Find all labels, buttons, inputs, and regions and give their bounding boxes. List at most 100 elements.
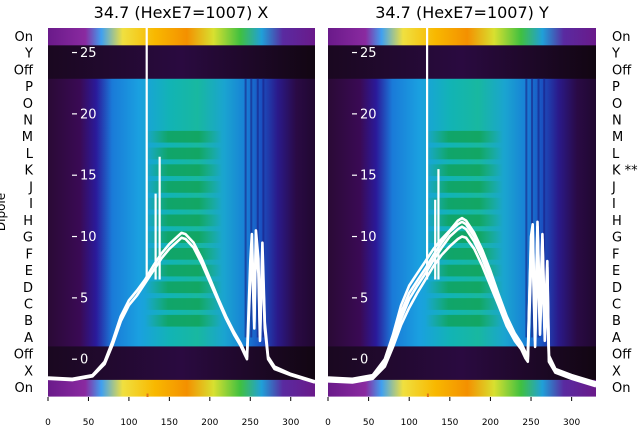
row-label: G: [612, 231, 622, 246]
overlay-tick-label: 20: [360, 107, 377, 122]
heatmap-streak: [543, 78, 546, 338]
heatmap-streak: [531, 78, 534, 338]
row-label: D: [612, 281, 622, 296]
row-label: C: [612, 298, 621, 313]
heatmap-highlight: [425, 147, 503, 160]
row-label: O: [612, 97, 622, 112]
heatmap-highlight: [425, 130, 503, 143]
heatmap-row-x-3: [48, 329, 315, 347]
heatmap-highlight: [425, 264, 503, 277]
row-label: D: [23, 281, 33, 296]
heatmap-highlight: [425, 281, 503, 294]
panel-title-x: 34.7 (HexE7=1007) X: [94, 3, 269, 22]
x-tick-label: 200: [201, 418, 218, 428]
y-axis-label: Dipole: [0, 193, 8, 231]
overlay-lines-y: [328, 27, 596, 397]
row-label: X: [612, 364, 621, 379]
row-label: B: [612, 314, 621, 329]
x-tick-label: 0: [45, 418, 51, 428]
heatmap-row-x-20: [48, 44, 315, 63]
row-label: Off: [14, 63, 34, 78]
heatmap-highlight: [425, 314, 503, 327]
row-label: P: [612, 80, 620, 95]
row-label: I: [612, 197, 616, 212]
heatmap-row-y-0: [328, 379, 596, 397]
row-label: O: [23, 97, 33, 112]
row-label: Y: [24, 47, 33, 62]
panel-title-y: 34.7 (HexE7=1007) Y: [375, 3, 549, 22]
overlay-tick-label: 25: [360, 46, 377, 61]
heatmap-row-x-17: [48, 94, 315, 113]
x-tick-label: 250: [242, 418, 259, 428]
row-label: A: [612, 331, 621, 346]
x-tick-label: 300: [563, 418, 580, 428]
x-ticks-y: 0 50 100 150 200 250 300: [325, 397, 580, 428]
heatmap-streak: [256, 78, 259, 338]
row-label: On: [612, 30, 630, 45]
row-label: L: [612, 147, 620, 162]
heatmap-row-x-18: [48, 78, 315, 96]
row-label: E: [612, 264, 620, 279]
heatmap-row-y-19: [328, 61, 596, 79]
heatmap-highlight: [145, 197, 222, 210]
heatmap-row-y-21: [328, 28, 596, 46]
overlay-tick-label: 0: [360, 353, 368, 368]
overlay-series-1: [48, 236, 315, 384]
overlay-tick-label: 20: [80, 107, 97, 122]
heatmap-highlight: [425, 181, 503, 193]
row-label: Off: [14, 348, 34, 363]
heatmap-highlight: [145, 147, 222, 160]
heatmap-streak: [244, 78, 247, 338]
heatmap-row-y-3: [328, 329, 596, 347]
x-tick-label: 150: [161, 418, 178, 428]
row-label: E: [25, 264, 33, 279]
row-label: M: [612, 130, 623, 145]
heatmap-row-y-16: [328, 111, 596, 129]
overlay-tick-label: 10: [360, 230, 377, 245]
overlay-tick-label: 0: [80, 353, 88, 368]
heatmap-row-x-0: [48, 379, 315, 397]
overlay-ticks-x: 0 5 10 15 20 25: [72, 46, 97, 368]
row-label: M: [22, 130, 33, 145]
x-ticks-x: 0 50 100 150 200 250 300: [45, 397, 300, 428]
heatmap-highlight: [145, 164, 222, 177]
heatmap-highlight: [425, 197, 503, 210]
row-label: Y: [611, 47, 620, 62]
row-label: C: [24, 298, 33, 313]
row-label: K: [24, 164, 33, 179]
row-label: I: [29, 197, 33, 212]
heatmap-highlight: [145, 264, 222, 277]
heatmap-streak: [250, 78, 253, 338]
row-label: On: [15, 30, 33, 45]
row-label: Off: [612, 348, 632, 363]
heatmap-highlight: [145, 181, 222, 193]
row-label: J: [28, 180, 33, 195]
heatmap-highlight: [145, 298, 222, 310]
row-label: F: [612, 247, 619, 262]
overlay-series-3: [328, 216, 596, 384]
overlay-tick-label: 15: [80, 169, 97, 184]
overlay-tick-label: 5: [80, 291, 88, 306]
heatmap-highlight: [145, 281, 222, 294]
row-label: F: [26, 247, 33, 262]
row-label: H: [612, 214, 622, 229]
row-label: N: [612, 114, 622, 129]
x-tick-label: 300: [282, 418, 299, 428]
heatmap-streak: [262, 78, 265, 338]
heatmap-row-y-1: [328, 362, 596, 380]
x-tick-label: 100: [401, 418, 418, 428]
row-label: Off: [612, 63, 632, 78]
x-tick-label: 50: [83, 418, 95, 428]
row-label: K **: [612, 164, 638, 179]
heatmap-panel-x: 34.7 (HexE7=1007) X Dipole OnXOffABCDEFG…: [0, 3, 315, 428]
row-label: A: [24, 331, 33, 346]
overlay-tick-label: 15: [360, 169, 377, 184]
heatmap-highlight: [145, 247, 222, 260]
row-label: L: [26, 147, 34, 162]
row-label: X: [24, 364, 33, 379]
heatmap-streak: [525, 78, 528, 338]
x-tick-label: 150: [441, 418, 458, 428]
x-tick-label: 200: [482, 418, 499, 428]
